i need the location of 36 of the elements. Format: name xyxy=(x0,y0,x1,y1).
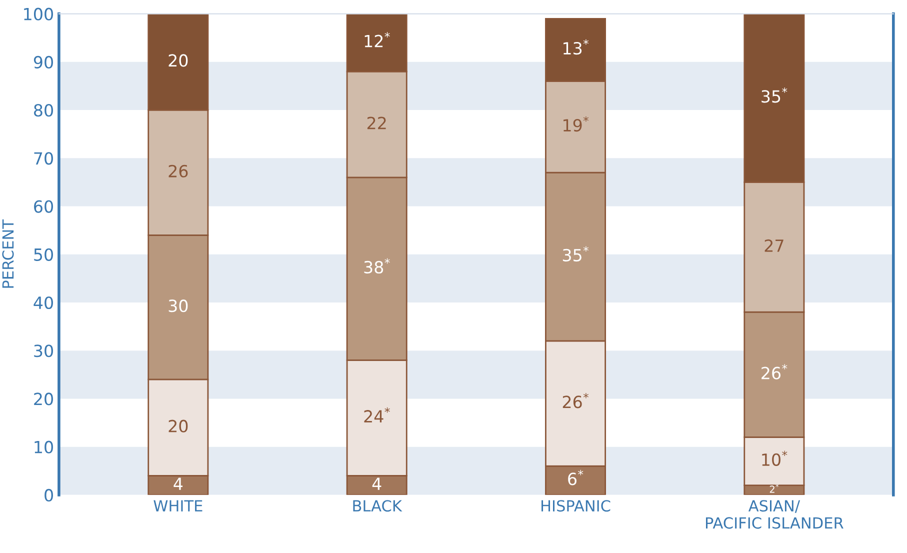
data-label: 4 xyxy=(174,478,183,490)
y-tick-label: 0 xyxy=(44,488,53,502)
data-label: 2$^{*}$ xyxy=(770,484,779,493)
data-label: 20 xyxy=(168,54,188,67)
x-tick-label: WHITE xyxy=(154,500,202,512)
data-label: 19$^{*}$ xyxy=(564,116,589,132)
data-label: 38$^{*}$ xyxy=(364,258,390,274)
data-label: 6$^{*}$ xyxy=(568,470,584,486)
y-tick-label: 50 xyxy=(34,248,53,261)
y-tick-label: 70 xyxy=(34,152,53,165)
y-tick-label: 10 xyxy=(34,440,53,454)
x-tick-label: ASIAN/ PACIFIC ISLANDER xyxy=(706,500,844,529)
data-label: 20 xyxy=(168,420,188,432)
y-tick-label: 20 xyxy=(34,392,53,406)
data-label: 4 xyxy=(372,478,382,490)
x-tick-label: HISPANIC xyxy=(542,500,610,512)
data-label: 35$^{*}$ xyxy=(562,246,589,262)
data-label: 26 xyxy=(168,164,188,178)
data-label: 22 xyxy=(367,116,386,130)
y-axis-title: PERCENT xyxy=(2,219,14,288)
data-label: 35$^{*}$ xyxy=(762,87,788,103)
y-tick-label: 90 xyxy=(34,56,53,69)
data-label: 12$^{*}$ xyxy=(364,32,390,48)
data-label: 27 xyxy=(764,239,784,252)
data-label: 26$^{*}$ xyxy=(762,364,788,380)
x-tick-label: BLACK xyxy=(353,500,402,512)
data-label: 30 xyxy=(168,300,188,312)
y-tick-label: 60 xyxy=(34,200,53,213)
data-label: 24$^{*}$ xyxy=(364,407,390,422)
y-tick-label: 80 xyxy=(34,104,53,117)
y-tick-label: 100 xyxy=(24,8,53,20)
data-label: 13$^{*}$ xyxy=(564,39,589,55)
y-tick-label: 40 xyxy=(34,296,53,310)
data-label: 26$^{*}$ xyxy=(562,392,589,408)
data-label: 10$^{*}$ xyxy=(762,450,788,466)
y-tick-label: 30 xyxy=(34,344,53,358)
